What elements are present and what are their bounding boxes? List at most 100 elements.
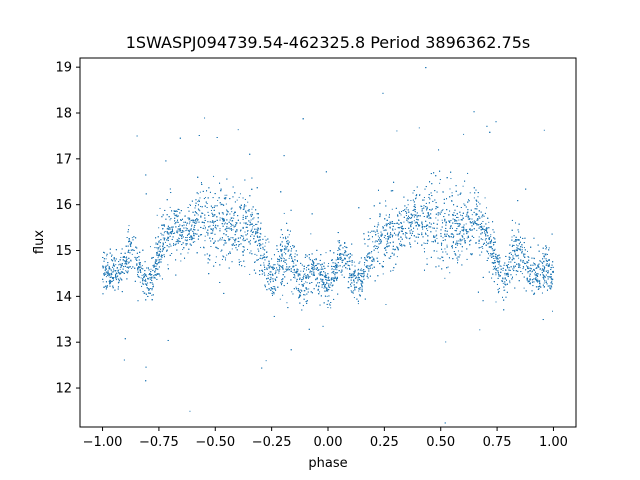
data-point bbox=[225, 228, 227, 230]
data-point bbox=[154, 277, 156, 279]
data-point bbox=[226, 194, 228, 196]
data-point bbox=[246, 222, 248, 224]
data-point bbox=[522, 260, 524, 262]
data-point bbox=[249, 273, 251, 275]
data-point bbox=[229, 228, 231, 230]
data-point bbox=[328, 303, 330, 305]
data-point bbox=[140, 267, 142, 269]
data-point bbox=[118, 264, 120, 266]
data-point bbox=[352, 290, 354, 292]
data-point bbox=[379, 240, 381, 242]
data-point bbox=[414, 211, 416, 213]
data-point bbox=[257, 229, 259, 231]
data-point bbox=[246, 215, 248, 217]
data-point bbox=[264, 235, 266, 237]
data-point bbox=[272, 291, 274, 293]
data-point bbox=[444, 277, 446, 279]
data-point bbox=[157, 257, 159, 259]
data-point bbox=[457, 250, 459, 252]
data-point bbox=[309, 276, 311, 278]
data-point bbox=[325, 252, 327, 254]
data-point bbox=[426, 258, 428, 260]
data-point bbox=[537, 281, 539, 283]
data-point bbox=[119, 277, 121, 279]
data-point bbox=[302, 278, 304, 280]
data-point bbox=[291, 291, 293, 293]
data-point bbox=[230, 226, 232, 228]
data-point bbox=[394, 228, 396, 230]
data-point bbox=[292, 266, 294, 268]
data-point bbox=[410, 200, 412, 202]
data-point bbox=[143, 274, 145, 276]
data-point bbox=[240, 261, 242, 262]
data-point bbox=[224, 222, 226, 224]
data-point bbox=[342, 266, 344, 268]
data-point bbox=[540, 261, 542, 263]
data-point bbox=[152, 257, 154, 259]
data-point bbox=[410, 222, 412, 224]
data-point bbox=[523, 287, 525, 289]
data-point bbox=[157, 250, 159, 252]
data-point bbox=[359, 294, 361, 296]
data-point bbox=[199, 191, 201, 193]
data-point bbox=[504, 289, 506, 291]
data-point bbox=[385, 214, 387, 216]
data-point bbox=[463, 203, 465, 205]
data-point bbox=[305, 281, 307, 283]
data-point bbox=[105, 276, 107, 278]
data-point bbox=[225, 203, 227, 205]
data-point bbox=[526, 265, 527, 267]
data-point bbox=[392, 223, 394, 225]
data-point bbox=[105, 258, 107, 260]
data-point bbox=[360, 274, 362, 276]
data-point bbox=[167, 227, 169, 229]
data-point bbox=[474, 221, 476, 223]
data-point bbox=[543, 129, 545, 131]
data-point bbox=[255, 240, 257, 242]
data-point bbox=[466, 229, 468, 231]
data-point bbox=[119, 268, 121, 270]
data-point bbox=[237, 129, 239, 131]
data-point bbox=[251, 228, 253, 230]
data-point bbox=[495, 274, 497, 276]
data-point bbox=[331, 268, 333, 270]
data-point bbox=[502, 282, 504, 284]
data-point bbox=[417, 233, 419, 235]
data-point bbox=[552, 310, 554, 312]
data-point bbox=[204, 235, 206, 237]
data-point bbox=[435, 217, 437, 219]
data-point bbox=[288, 234, 290, 236]
data-point bbox=[467, 199, 469, 201]
data-point bbox=[471, 214, 473, 216]
data-point bbox=[392, 229, 394, 231]
data-point bbox=[534, 273, 536, 275]
data-point bbox=[230, 237, 232, 239]
data-point bbox=[551, 277, 553, 279]
data-point bbox=[416, 215, 418, 217]
data-point bbox=[323, 287, 325, 289]
data-point bbox=[140, 277, 142, 279]
data-point bbox=[253, 217, 255, 219]
data-point bbox=[139, 281, 141, 283]
data-point bbox=[250, 219, 252, 221]
data-point bbox=[447, 266, 449, 268]
data-point bbox=[282, 257, 284, 259]
data-point bbox=[410, 225, 412, 227]
data-point bbox=[279, 298, 281, 300]
data-point bbox=[510, 252, 512, 254]
data-point bbox=[282, 294, 284, 296]
data-point bbox=[335, 259, 337, 261]
data-point bbox=[223, 218, 225, 220]
data-point bbox=[199, 205, 201, 207]
data-point bbox=[203, 225, 205, 227]
data-point bbox=[215, 256, 217, 258]
data-point bbox=[141, 282, 143, 284]
data-point bbox=[110, 274, 112, 276]
data-point bbox=[270, 278, 272, 280]
data-point bbox=[256, 223, 258, 225]
data-point bbox=[539, 280, 541, 282]
data-point bbox=[380, 235, 382, 237]
data-point bbox=[313, 265, 315, 267]
data-point bbox=[104, 273, 106, 275]
data-point bbox=[353, 261, 355, 263]
